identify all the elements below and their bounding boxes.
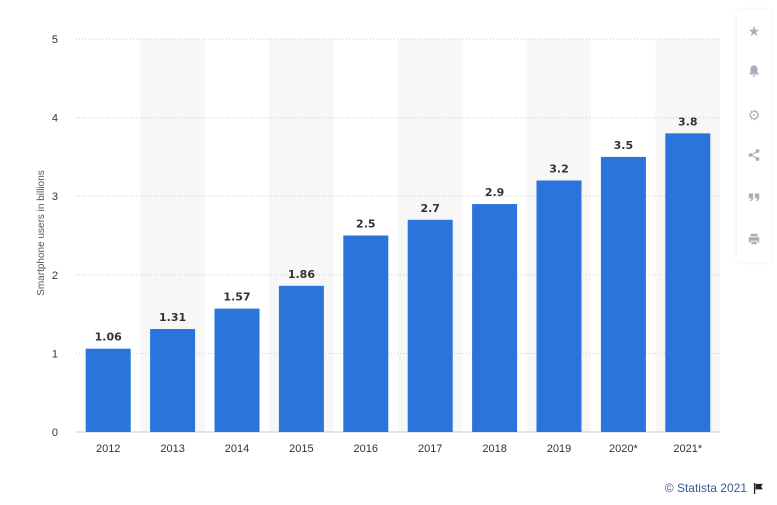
data-label: 3.2: [549, 162, 569, 175]
data-label: 2.9: [485, 186, 505, 199]
print-button[interactable]: [737, 220, 771, 262]
cite-quote-icon: [747, 190, 761, 209]
credit-text[interactable]: © Statista 2021: [664, 481, 747, 495]
bar[interactable]: [665, 133, 711, 432]
share-button[interactable]: [737, 136, 771, 178]
credit-line[interactable]: © Statista 2021: [665, 481, 764, 495]
print-icon: [747, 232, 761, 251]
bar[interactable]: [600, 156, 646, 432]
data-label: 1.57: [223, 291, 250, 304]
data-label: 3.8: [678, 115, 698, 128]
x-tick-label: 2014: [225, 443, 249, 455]
bar[interactable]: [472, 204, 518, 432]
cite-button[interactable]: [737, 178, 771, 220]
y-tick-label: 4: [52, 113, 58, 125]
bar[interactable]: [343, 235, 389, 433]
data-label: 3.5: [614, 139, 634, 152]
favorite-button[interactable]: ★: [737, 10, 771, 52]
y-tick-label: 5: [52, 34, 58, 46]
settings-gear-icon: ⚙: [747, 107, 761, 123]
bar[interactable]: [536, 180, 582, 432]
data-label: 1.86: [288, 268, 315, 281]
y-axis-title: Smartphone users in billions: [36, 170, 47, 296]
chart-toolbar: ★ ⚙: [737, 10, 771, 262]
bar[interactable]: [214, 308, 260, 432]
x-tick-label: 2012: [96, 443, 120, 455]
y-tick-label: 2: [52, 270, 58, 282]
x-tick-label: 2017: [418, 443, 442, 455]
bar[interactable]: [407, 219, 453, 432]
x-tick-label: 2013: [160, 443, 184, 455]
data-label: 2.5: [356, 218, 376, 231]
bar[interactable]: [85, 348, 131, 432]
bar[interactable]: [278, 285, 324, 432]
bar[interactable]: [150, 329, 196, 432]
y-tick-label: 3: [52, 191, 58, 203]
settings-button[interactable]: ⚙: [737, 94, 771, 136]
x-tick-label: 2015: [289, 443, 313, 455]
notification-button[interactable]: [737, 52, 771, 94]
data-label: 2.7: [420, 202, 440, 215]
data-label: 1.06: [95, 331, 122, 344]
x-tick-label: 2020*: [609, 443, 638, 455]
x-tick-label: 2016: [354, 443, 378, 455]
flag-icon[interactable]: [753, 482, 764, 494]
y-tick-label: 1: [52, 348, 58, 360]
favorite-star-icon: ★: [747, 23, 761, 39]
y-tick-label: 0: [52, 427, 58, 439]
notification-bell-icon: [747, 64, 761, 83]
share-icon: [747, 148, 761, 167]
x-tick-label: 2021*: [673, 443, 702, 455]
data-label: 1.31: [159, 311, 186, 324]
x-tick-label: 2019: [547, 443, 571, 455]
x-tick-label: 2018: [482, 443, 506, 455]
